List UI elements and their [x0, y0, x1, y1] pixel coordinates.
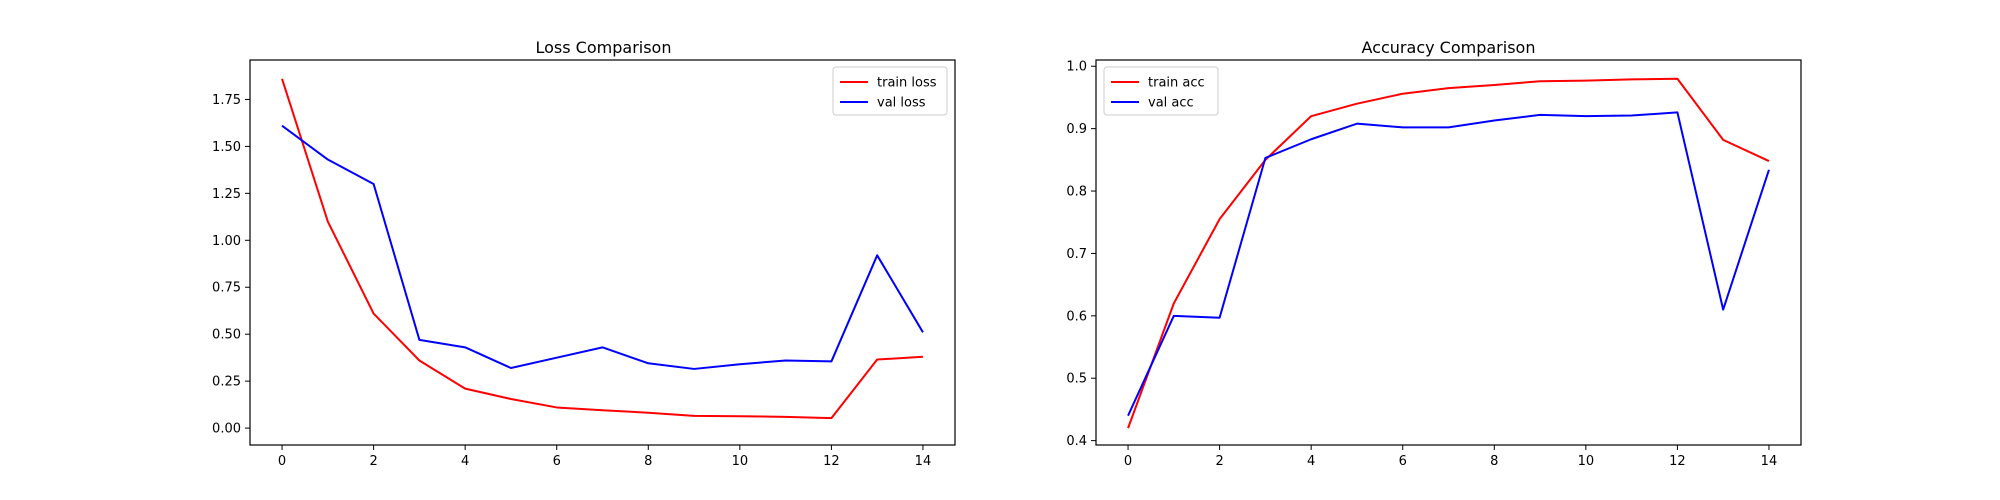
accuracy-legend-label: val acc	[1148, 96, 1194, 111]
accuracy-y-tick-label: 0.9	[1066, 122, 1087, 137]
accuracy-chart-title: Accuracy Comparison	[1362, 38, 1536, 57]
accuracy-x-tick-label: 8	[1490, 454, 1498, 469]
accuracy-series-line-train-acc	[1127, 77, 1770, 429]
loss-x-tick-label: 2	[369, 454, 377, 469]
loss-legend-label: train loss	[877, 76, 937, 91]
loss-x-tick-label: 14	[915, 454, 932, 469]
accuracy-x-tick-label: 12	[1669, 454, 1686, 469]
loss-series-line-train-loss	[281, 78, 924, 420]
loss-y-tick-label: 1.25	[212, 187, 241, 202]
loss-y-tick-label: 0.25	[212, 375, 241, 390]
loss-chart-title: Loss Comparison	[536, 38, 672, 57]
accuracy-y-tick-label: 0.7	[1066, 247, 1087, 262]
accuracy-y-tick-label: 0.6	[1066, 309, 1087, 324]
loss-y-tick-label: 1.75	[212, 93, 241, 108]
loss-y-tick-label: 0.00	[212, 422, 241, 437]
loss-legend-label: val loss	[877, 96, 926, 111]
loss-x-tick-label: 6	[553, 454, 561, 469]
accuracy-x-tick-label: 4	[1307, 454, 1315, 469]
loss-x-tick-label: 8	[644, 454, 652, 469]
accuracy-y-tick-label: 0.5	[1066, 372, 1087, 387]
accuracy-y-tick-label: 0.8	[1066, 185, 1087, 200]
accuracy-plot-frame	[1095, 59, 1802, 446]
accuracy-x-tick-label: 10	[1578, 454, 1595, 469]
loss-y-tick-label: 0.50	[212, 328, 241, 343]
loss-x-tick-label: 0	[278, 454, 286, 469]
accuracy-y-tick-label: 1.0	[1066, 60, 1087, 75]
loss-x-tick-label: 10	[732, 454, 749, 469]
loss-chart: Loss Comparison 0 2 4 6 8 10 12 14 0.00 0.25 0.50 0…	[212, 38, 956, 469]
accuracy-y-tick-label: 0.4	[1066, 434, 1087, 449]
accuracy-x-tick-label: 2	[1215, 454, 1223, 469]
loss-y-tick-label: 1.50	[212, 140, 241, 155]
loss-x-tick-label: 12	[823, 454, 840, 469]
accuracy-x-tick-label: 6	[1399, 454, 1407, 469]
accuracy-x-tick-label: 0	[1124, 454, 1132, 469]
accuracy-chart: Accuracy Comparison 0 2 4 6 8 10 12 14 0.4 0.5 0.6…	[1066, 38, 1802, 469]
loss-y-tick-label: 1.00	[212, 234, 241, 249]
accuracy-x-tick-label: 14	[1761, 454, 1778, 469]
accuracy-legend-label: train acc	[1148, 76, 1205, 91]
loss-plot-frame	[249, 59, 956, 446]
loss-y-tick-label: 0.75	[212, 281, 241, 296]
loss-x-tick-label: 4	[461, 454, 469, 469]
loss-legend: train loss val loss	[832, 66, 948, 116]
loss-series-line-val-loss	[281, 124, 924, 370]
accuracy-series-line-val-acc	[1127, 111, 1770, 417]
accuracy-legend: train acc val acc	[1103, 66, 1219, 116]
